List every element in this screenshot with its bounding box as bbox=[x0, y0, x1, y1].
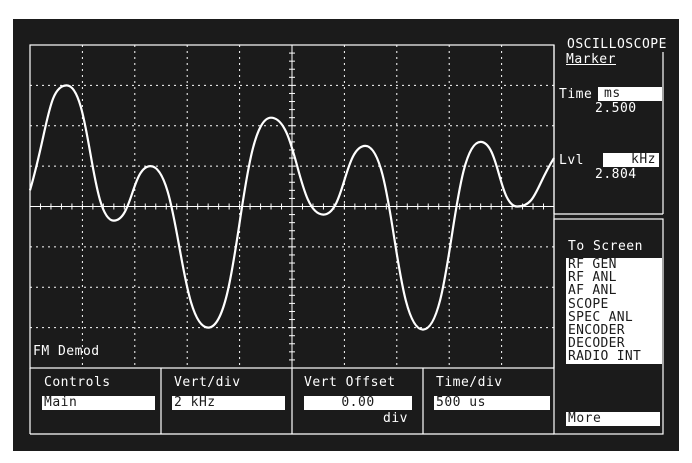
marker-title: Marker bbox=[566, 52, 616, 67]
to-screen-list: RF GEN RF ANL AF ANL SCOPE SPEC ANL ENCO… bbox=[566, 258, 662, 364]
instrument-screen: OSCILLOSCOPE Marker Time ms 2.500 Lvl kH… bbox=[13, 19, 679, 451]
marker-level-label: Lvl bbox=[559, 153, 584, 168]
to-screen-item-scope[interactable]: SCOPE bbox=[568, 296, 609, 312]
to-screen-item-rf-anl[interactable]: RF ANL bbox=[568, 270, 617, 286]
vert-offset-field[interactable]: 0.00 bbox=[304, 396, 412, 410]
time-div-label: Time/div bbox=[436, 375, 503, 390]
to-screen-title: To Screen bbox=[568, 239, 643, 254]
to-screen-item-radio-int[interactable]: RADIO INT bbox=[568, 349, 642, 365]
vert-offset-label: Vert Offset bbox=[304, 375, 396, 390]
to-screen-item-rf-gen[interactable]: RF GEN bbox=[568, 257, 617, 272]
screen-frame bbox=[28, 44, 664, 435]
controls-field[interactable]: Main bbox=[42, 396, 155, 410]
to-screen-panel bbox=[553, 218, 664, 435]
to-screen-item-encoder[interactable]: ENCODER bbox=[568, 322, 625, 338]
controls-label: Controls bbox=[44, 375, 111, 390]
vert-div-label: Vert/div bbox=[174, 375, 241, 390]
to-screen-item-decoder[interactable]: DECODER bbox=[568, 336, 625, 352]
time-div-field[interactable]: 500 us bbox=[434, 396, 550, 410]
more-button[interactable]: More bbox=[566, 412, 660, 426]
center-axis-ticks bbox=[29, 44, 555, 369]
to-screen-item-spec-anl[interactable]: SPEC ANL bbox=[568, 309, 634, 325]
to-screen-item-af-anl[interactable]: AF ANL bbox=[568, 283, 617, 299]
waveform-trace bbox=[28, 84, 555, 331]
marker-time-label: Time bbox=[559, 87, 593, 102]
marker-time-unit-field[interactable]: ms bbox=[598, 87, 662, 101]
marker-time-value: 2.500 bbox=[595, 101, 637, 116]
graticule-label: FM Demod bbox=[33, 344, 100, 359]
vert-offset-unit: div bbox=[383, 411, 408, 426]
marker-level-unit-field[interactable]: kHz bbox=[603, 153, 659, 167]
screen-title: OSCILLOSCOPE bbox=[565, 37, 669, 52]
marker-level-value: 2.804 bbox=[595, 167, 637, 182]
vert-div-field[interactable]: 2 kHz bbox=[172, 396, 285, 410]
